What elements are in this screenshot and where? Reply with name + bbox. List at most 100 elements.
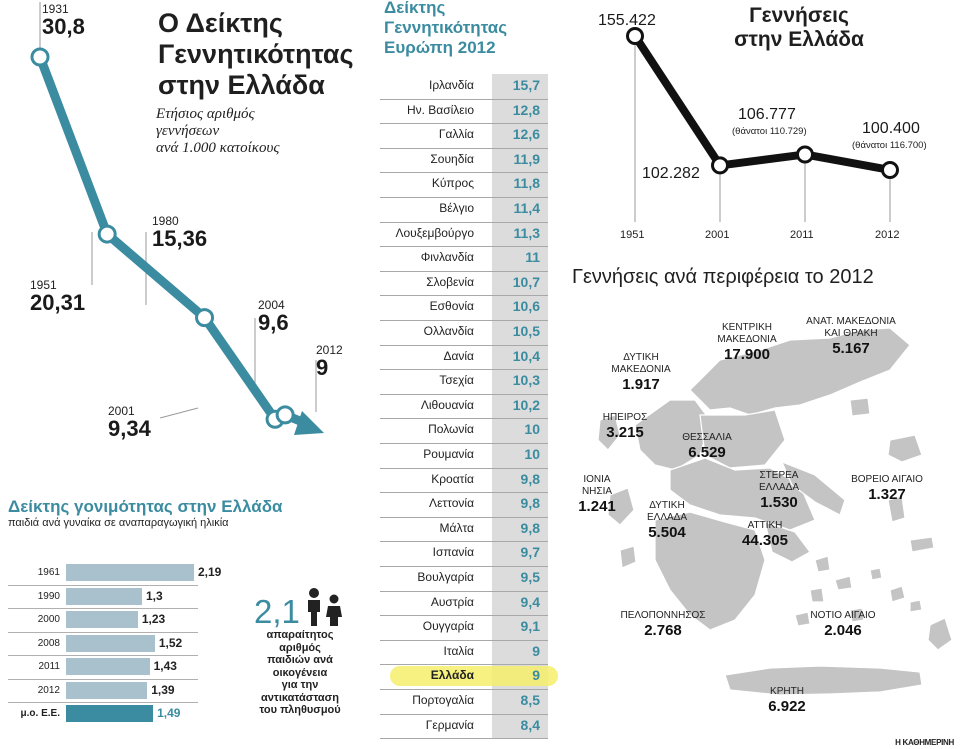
europe-table-row: Λιθουανία 10,2 xyxy=(380,394,548,420)
europe-country-value: 9,1 xyxy=(520,618,540,635)
fertility-bar xyxy=(66,681,148,699)
fertility-bar-label: 1990 xyxy=(37,590,60,602)
fertility-row-divider xyxy=(8,702,198,703)
births-year-label: 2011 xyxy=(790,229,814,241)
europe-table-row: Ισπανία 9,7 xyxy=(380,541,548,567)
europe-country-value: 10,6 xyxy=(512,298,540,315)
region-value: 3.215 xyxy=(606,424,644,441)
europe-country-value: 10,2 xyxy=(512,396,540,413)
birth-rate-value-label: 9,6 xyxy=(258,310,289,335)
region-name: ΕΛΛΑΔΑ xyxy=(646,512,688,523)
births-title-line-2: στην Ελλάδα xyxy=(734,28,864,51)
map-lesbos xyxy=(887,434,923,463)
europe-table-row: Ολλανδία 10,5 xyxy=(380,320,548,346)
birth-rate-value-label: 9 xyxy=(316,355,329,380)
fertility-row-divider xyxy=(8,678,198,680)
birth-rate-year-label: 1931 xyxy=(42,2,69,16)
birth-rate-point xyxy=(275,405,295,425)
fertility-bar xyxy=(66,564,194,581)
birth-rate-year-label: 2004 xyxy=(258,298,285,312)
fertility-bar-value: 1,39 xyxy=(151,682,175,697)
map-epirus xyxy=(634,399,711,471)
europe-country-value: 9,8 xyxy=(520,519,540,536)
europe-country-name: Δανία xyxy=(443,348,474,363)
europe-country-value: 11 xyxy=(525,249,540,266)
europe-country-value: 11,4 xyxy=(513,200,540,216)
europe-country-value: 9,7 xyxy=(520,544,540,561)
replacement-line: οικογένεια xyxy=(272,666,328,679)
europe-table-row: Τσεχία 10,3 xyxy=(380,369,548,395)
region-value: 6.922 xyxy=(768,698,806,715)
map-cyclades xyxy=(794,555,865,627)
region-value: 1.917 xyxy=(622,376,660,393)
fertility-bar-label: 1961 xyxy=(37,567,60,578)
europe-country-name: Εσθονία xyxy=(429,299,474,314)
europe-table-row: Ουγγαρία 9,1 xyxy=(380,615,548,641)
birth-rate-line-chart xyxy=(30,2,324,435)
europe-highlight-marker xyxy=(390,666,558,687)
fertility-subtitle: παιδιά ανά γυναίκα σε αναπαραγωγική ηλικ… xyxy=(8,517,229,529)
fertility-bar-label: μ.ο. Ε.Ε. xyxy=(20,708,60,719)
europe-country-value: 11,3 xyxy=(513,224,540,241)
replacement-line: για την xyxy=(281,679,319,691)
europe-country-name: Λιθουανία xyxy=(420,397,474,412)
credit: Η ΚΑΘΗΜΕΡΙΝΗ xyxy=(895,738,954,747)
region-value: 6.529 xyxy=(688,444,726,461)
fertility-bar xyxy=(66,611,138,628)
europe-table-row: Γαλλία 12,6 xyxy=(380,123,548,149)
europe-country-name: Ολλανδία xyxy=(423,324,474,338)
birth-rate-title: Ο Δείκτης Γεννητικότητας στην Ελλάδα xyxy=(158,8,368,101)
replacement-line: αριθμός xyxy=(279,641,321,654)
europe-table-row: Μάλτα 9,8 xyxy=(380,517,548,543)
fertility-bar xyxy=(66,634,155,652)
birth-rate-subtitle-line-1: Ετήσιος αριθμός xyxy=(156,106,255,122)
replacement-line: του πληθυσμού xyxy=(259,704,341,716)
region-name: ΚΑΙ ΘΡΑΚΗ xyxy=(824,328,878,339)
birth-rate-title-line-3: στην Ελλάδα xyxy=(158,70,325,100)
europe-country-name: Ιρλανδία xyxy=(429,78,474,92)
birth-rate-value-label: 20,31 xyxy=(30,290,86,315)
europe-country-value: 11,8 xyxy=(513,175,540,192)
europe-country-name: Ουγγαρία xyxy=(422,619,474,634)
births-point xyxy=(796,145,814,164)
fertility-bar xyxy=(66,705,154,722)
map-rhodes xyxy=(927,617,953,651)
map-central-greece xyxy=(669,457,816,531)
births-value-label: 155.422 xyxy=(598,12,656,29)
fertility-bar-value: 1,52 xyxy=(158,635,183,650)
fertility-bar-label: 2011 xyxy=(38,661,60,672)
birth-rate-title-line-1: Ο Δείκτης xyxy=(158,8,283,38)
europe-table-row: Πορτογαλία 8,5 xyxy=(380,689,548,715)
europe-country-name: Κροατία xyxy=(431,471,474,486)
europe-country-name: Ελλάδα xyxy=(430,668,474,683)
births-year-label: 2001 xyxy=(705,229,730,241)
region-name: ΜΑΚΕΔΟΝΙΑ xyxy=(611,364,671,375)
births-deaths-label: (θάνατοι 116.700) xyxy=(852,140,927,151)
europe-table-row: Κύπρος 11,8 xyxy=(380,172,548,198)
map-crete xyxy=(724,665,923,696)
europe-country-name: Μάλτα xyxy=(439,520,474,535)
map-lemnos xyxy=(849,397,871,417)
family-icon xyxy=(308,588,342,626)
europe-country-value: 12,8 xyxy=(512,101,540,118)
europe-table-row: Λουξεμβούργο 11,3 xyxy=(380,222,548,248)
region-value: 2.768 xyxy=(644,622,682,639)
fertility-bar xyxy=(66,658,150,675)
europe-table-row: Γερμανία 8,4 xyxy=(380,714,548,740)
europe-table-row: Σουηδία 11,9 xyxy=(380,148,548,174)
europe-country-name: Ην. Βασίλειο xyxy=(406,102,474,117)
fertility-bar-label: 2000 xyxy=(37,614,60,625)
europe-country-value: 11,9 xyxy=(513,150,540,167)
birth-rate-year-label: 1951 xyxy=(30,278,57,292)
region-value: 17.900 xyxy=(724,346,770,363)
europe-table-row: Δανία 10,4 xyxy=(380,345,548,371)
europe-table-row: Κροατία 9,8 xyxy=(380,468,548,494)
europe-country-value: 10,7 xyxy=(512,273,540,290)
europe-country-name: Ιταλία xyxy=(443,643,474,658)
europe-table-row: Πολωνία 10 xyxy=(380,418,548,444)
fertility-bar xyxy=(66,587,142,605)
europe-table-row: Ρουμανία 10 xyxy=(380,443,548,469)
birth-rate-year-label: 2012 xyxy=(316,343,343,357)
births-point xyxy=(881,161,899,179)
europe-country-value: 9,8 xyxy=(520,495,540,512)
